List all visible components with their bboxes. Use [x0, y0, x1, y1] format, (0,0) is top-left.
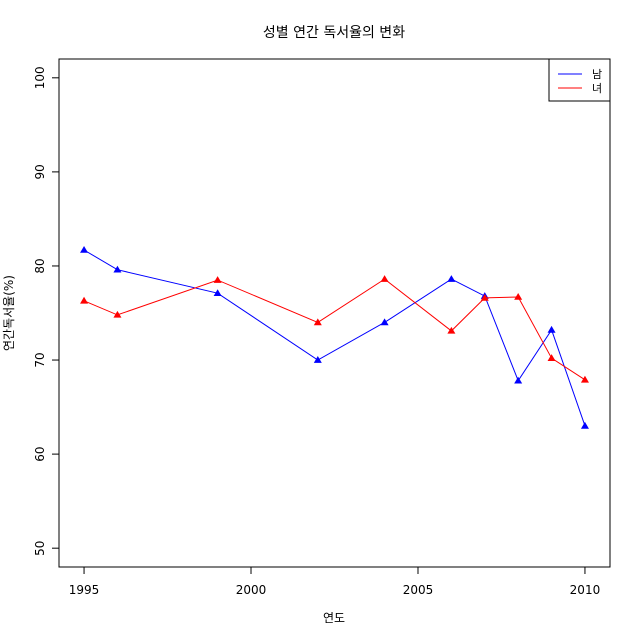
plot-frame [58, 58, 611, 568]
series-0-point [80, 245, 89, 253]
x-tick-label: 1995 [69, 583, 100, 597]
x-axis: 1995 2000 2005 2010 [69, 567, 600, 597]
series-1-point [547, 354, 556, 361]
chart-title: 성별 연간 독서율의 변화 [263, 25, 405, 41]
series-1-point [514, 293, 523, 300]
series-1-point [80, 296, 89, 304]
series-0-point [547, 325, 556, 333]
series-0-point [447, 275, 456, 282]
series-layer [80, 245, 589, 429]
series-0-point [113, 265, 122, 273]
legend: 남녀 [548, 58, 611, 102]
y-tick-label: 50 [33, 541, 47, 556]
series-0-point [380, 318, 389, 326]
series-1-point [313, 318, 322, 326]
series-0-point [514, 376, 523, 384]
y-tick-label: 60 [33, 446, 47, 461]
legend-label-0: 남 [592, 68, 602, 81]
series-0-point [213, 289, 222, 297]
y-tick-label: 70 [33, 352, 47, 367]
legend-label-1: 녀 [592, 82, 602, 95]
series-0-point [313, 356, 322, 363]
x-tick-label: 2010 [570, 583, 601, 597]
series-line-0 [83, 249, 586, 427]
y-axis-label: 연간독서율(%) [2, 275, 16, 351]
series-0-point [580, 421, 589, 429]
x-axis-label: 연도 [323, 611, 345, 625]
series-1-point [380, 275, 389, 282]
series-line-1 [83, 278, 586, 381]
series-1-point [213, 276, 222, 283]
y-tick-label: 80 [33, 258, 47, 273]
x-tick-label: 2005 [403, 583, 434, 597]
series-1-point [580, 375, 589, 383]
legend-box [548, 58, 611, 102]
y-axis: 50 60 70 80 90 100 [33, 66, 59, 556]
x-tick-label: 2000 [236, 583, 267, 597]
series-1-point [113, 310, 122, 318]
y-tick-label: 90 [33, 164, 47, 179]
series-1-point [447, 326, 456, 334]
series-1-point [480, 293, 489, 301]
y-tick-label: 100 [33, 66, 47, 89]
